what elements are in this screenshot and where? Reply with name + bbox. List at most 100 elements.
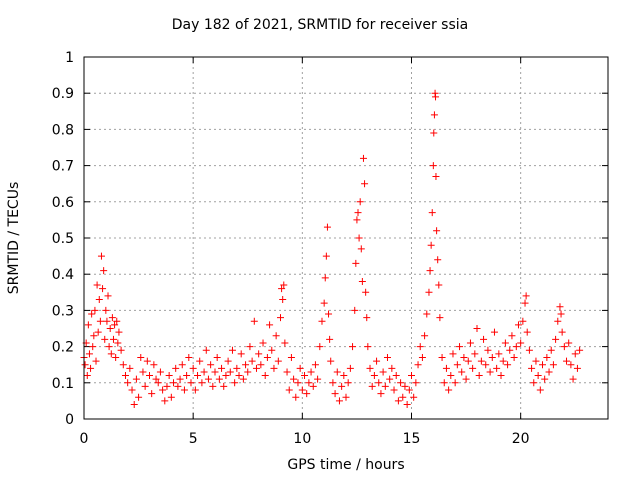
data-point: [364, 343, 372, 351]
y-tick-label: 0: [65, 412, 74, 428]
data-point: [115, 328, 123, 336]
data-point: [211, 368, 219, 376]
data-point: [434, 256, 442, 264]
data-point: [107, 350, 115, 358]
data-point: [427, 241, 435, 249]
data-point: [514, 321, 522, 329]
data-point: [105, 343, 113, 351]
data-point: [141, 382, 149, 390]
data-point: [499, 357, 507, 365]
data-point: [85, 350, 93, 358]
data-point: [252, 364, 260, 372]
data-point: [522, 292, 530, 300]
data-point: [530, 379, 538, 387]
data-point: [480, 335, 488, 343]
data-point: [558, 328, 566, 336]
data-point: [549, 361, 557, 369]
data-point: [283, 368, 291, 376]
data-point: [576, 346, 584, 354]
data-point: [475, 372, 483, 380]
data-point: [399, 393, 407, 401]
data-point: [263, 353, 271, 361]
data-point: [266, 321, 274, 329]
data-point: [321, 274, 329, 282]
data-point: [113, 317, 121, 325]
data-point: [383, 353, 391, 361]
y-tick-label: 0.4: [52, 267, 74, 283]
data-point: [323, 223, 331, 231]
data-point: [358, 277, 366, 285]
data-point: [326, 335, 334, 343]
data-point: [172, 364, 180, 372]
data-point: [569, 375, 577, 383]
data-point: [84, 321, 92, 329]
data-point: [301, 372, 309, 380]
data-point: [250, 317, 258, 325]
data-point: [108, 314, 116, 322]
data-point: [248, 357, 256, 365]
data-point: [349, 343, 357, 351]
data-point: [571, 350, 579, 358]
data-point: [432, 172, 440, 180]
data-point: [114, 339, 122, 347]
data-point: [316, 343, 324, 351]
data-point: [539, 361, 546, 369]
data-point: [97, 252, 105, 260]
data-point: [139, 368, 147, 376]
data-point: [412, 379, 420, 387]
data-point: [528, 364, 536, 372]
data-point: [305, 379, 313, 387]
data-point: [523, 328, 531, 336]
data-point: [447, 372, 455, 380]
data-point: [445, 386, 453, 394]
chart-title: Day 182 of 2021, SRMTID for receiver ssi…: [171, 17, 469, 33]
data-point: [109, 335, 117, 343]
data-point: [91, 306, 99, 314]
data-point: [329, 379, 337, 387]
data-point: [257, 361, 265, 369]
grid-lines: [84, 57, 608, 419]
data-point: [368, 382, 376, 390]
data-point: [408, 372, 415, 380]
y-tick-label: 0.7: [52, 159, 74, 175]
data-point: [388, 364, 396, 372]
data-point: [495, 350, 503, 358]
data-point: [96, 317, 104, 325]
data-point: [373, 357, 381, 365]
data-point: [309, 382, 317, 390]
data-series-srmtid: [80, 89, 584, 409]
data-point: [94, 328, 102, 336]
data-point: [124, 379, 132, 387]
data-point: [101, 335, 109, 343]
data-point: [165, 372, 173, 380]
data-point: [545, 368, 553, 376]
data-point: [370, 372, 378, 380]
data-point: [222, 372, 230, 380]
data-point: [338, 382, 346, 390]
data-point: [361, 180, 369, 188]
data-point: [150, 361, 158, 369]
data-point: [451, 379, 459, 387]
data-point: [386, 375, 394, 383]
data-point: [159, 386, 167, 394]
data-point: [103, 317, 111, 325]
data-point: [421, 332, 429, 340]
data-point: [277, 314, 284, 322]
data-point: [477, 357, 485, 365]
data-point: [112, 353, 120, 361]
data-point: [231, 379, 239, 387]
data-point: [471, 350, 479, 358]
data-point: [436, 314, 444, 322]
data-point: [128, 386, 136, 394]
data-point: [453, 361, 461, 369]
data-point: [456, 343, 464, 351]
data-point: [290, 375, 298, 383]
y-tick-label: 0.1: [52, 376, 74, 392]
data-point: [401, 382, 409, 390]
data-point: [541, 375, 549, 383]
data-point: [460, 353, 468, 361]
data-point: [510, 353, 518, 361]
data-point: [354, 209, 362, 217]
axis-ticks: 00.10.20.30.40.50.60.70.80.910 5 10 15 20: [52, 50, 608, 447]
